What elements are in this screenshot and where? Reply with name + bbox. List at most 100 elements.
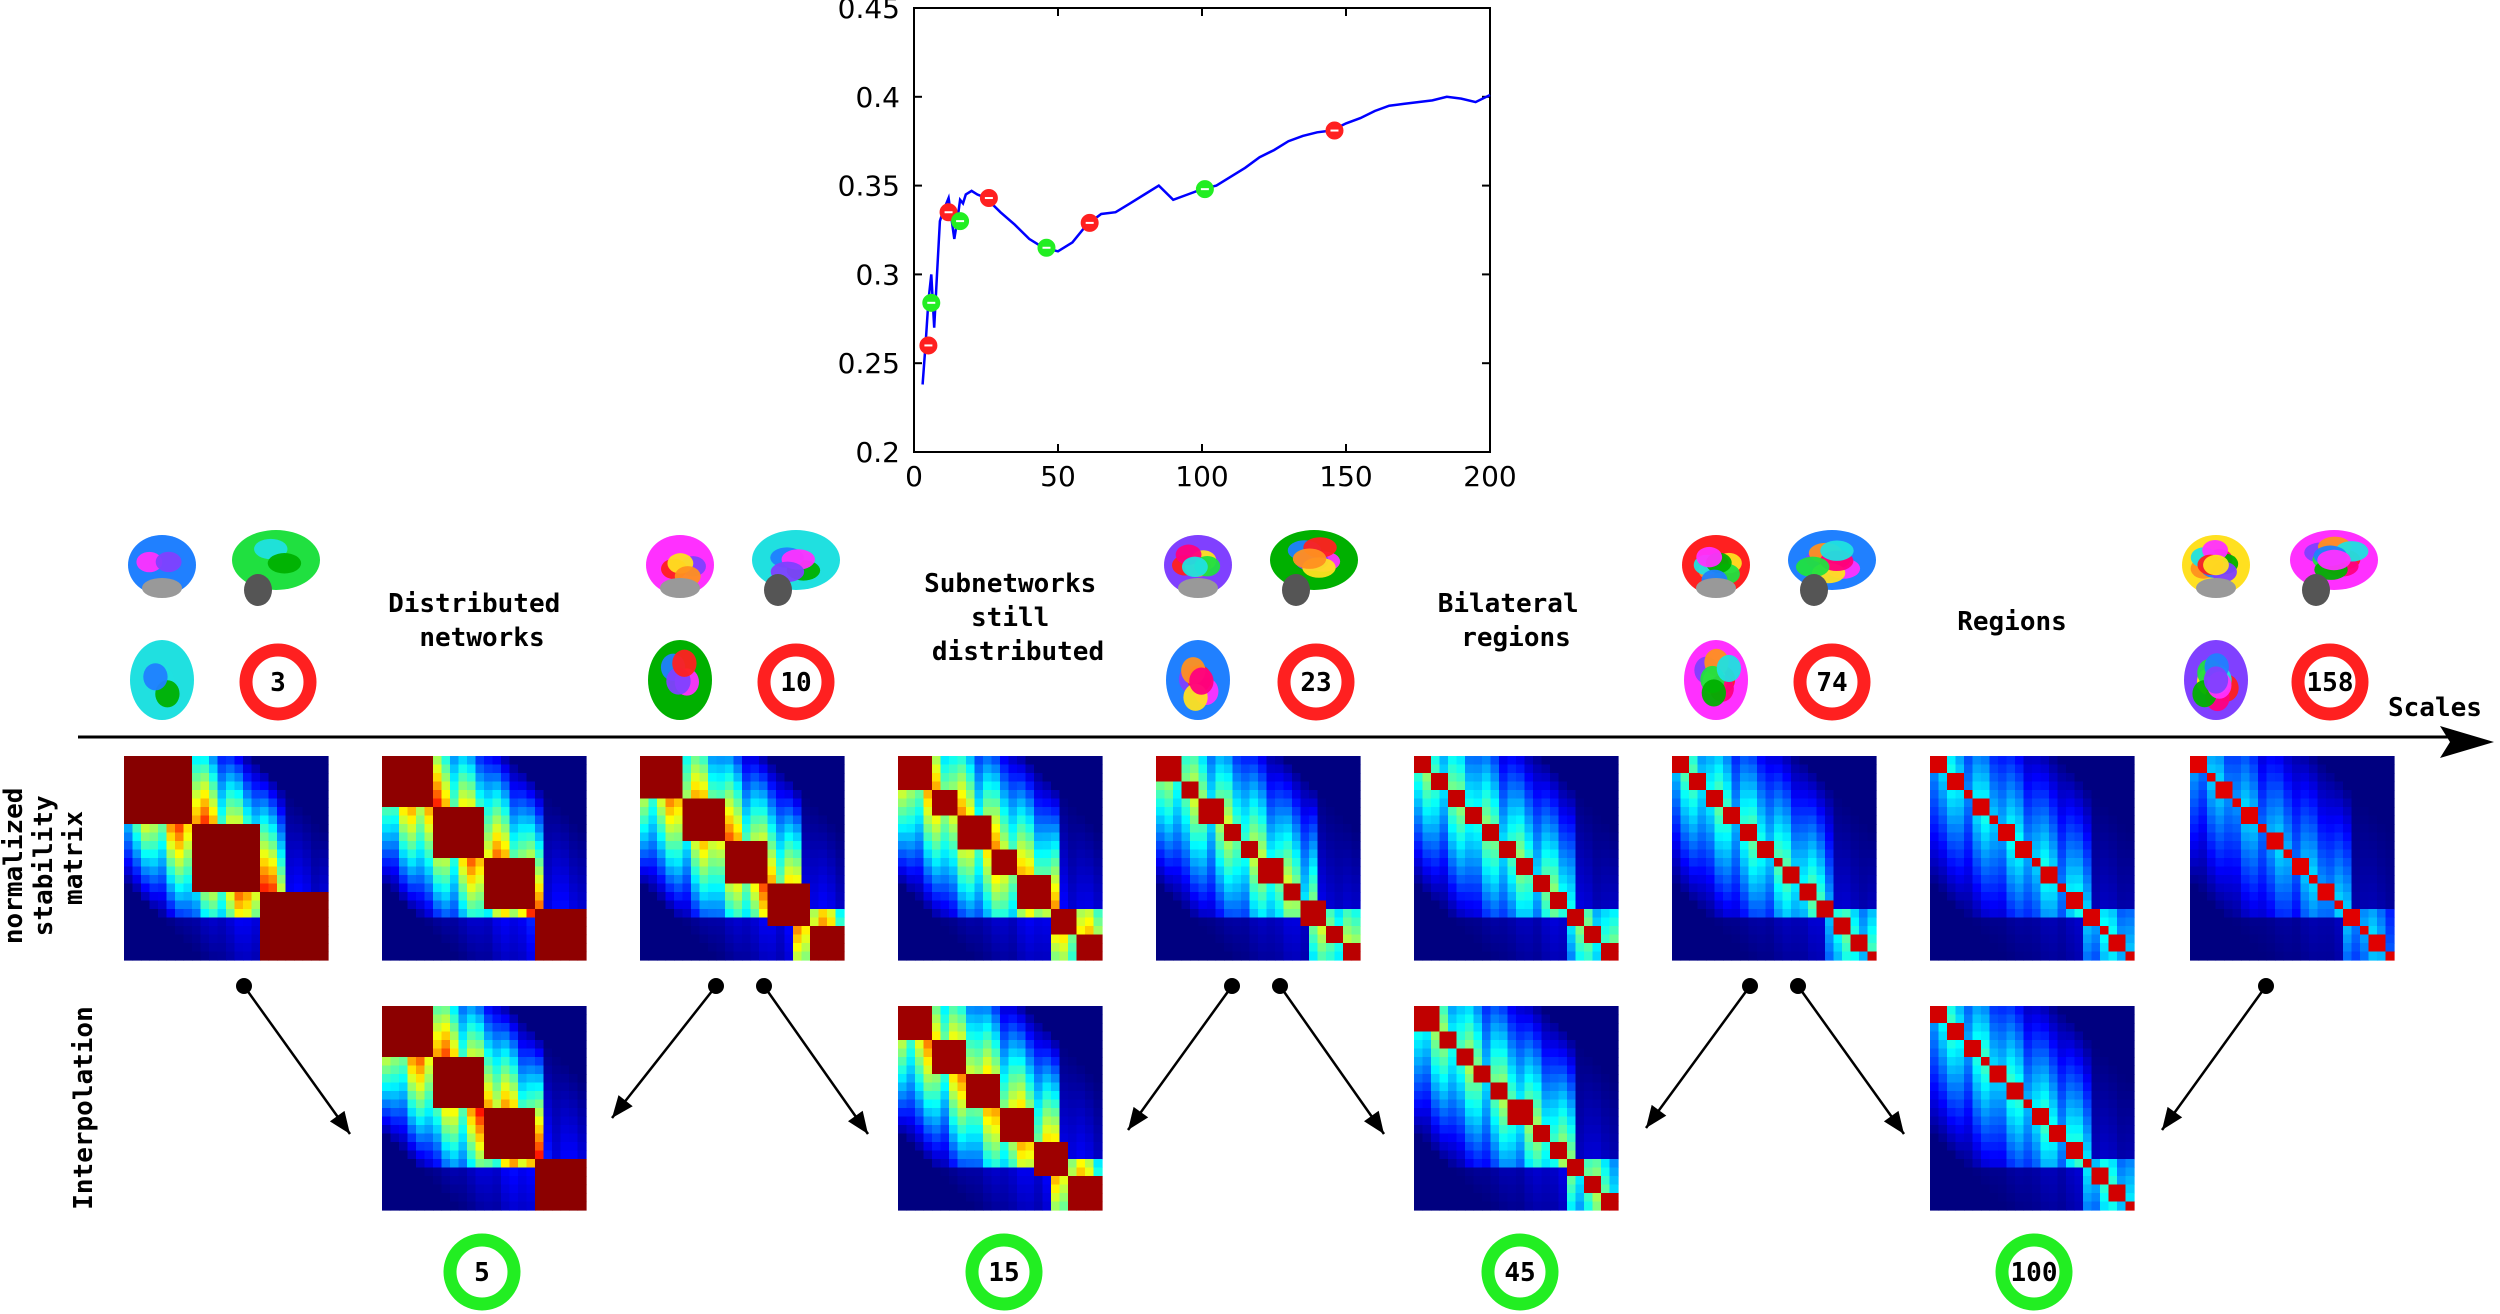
interpolated-stability-matrix [898,1006,1103,1211]
phase-line: Distributed [388,589,560,619]
brain-sagittal-view [1788,530,1876,606]
interpolation-arrow [1272,978,1386,1135]
interpolation-arrows [236,978,2274,1135]
phase-line: still [971,603,1049,633]
y-tick-label: 0.3 [855,258,900,291]
interpolation-arrow [1790,978,1906,1135]
row-label-interpolation: Interpolation [69,1006,99,1210]
scale-value: 158 [2307,668,2354,698]
row-label-line: stability [29,795,59,936]
brain-axial-view [648,640,712,720]
y-tick-label: 0.2 [855,436,900,469]
stability-matrix [1156,756,1361,961]
brain-sagittal-view [1270,530,1358,606]
scales-axis: Scales [78,693,2494,758]
interpolated-stability-matrix [1930,1006,2135,1211]
interpolation-arrow [1126,978,1240,1131]
red-scale-marker [1325,121,1344,140]
scales-axis-label: Scales [2388,693,2482,723]
brain-parcellation-thumbnails [128,530,2378,720]
computed-scale-badges: 3 10 23 74 158 [239,643,2369,721]
brain-axial-view [1684,640,1748,720]
scale-ring-computed: 10 [757,643,835,721]
series-line [921,93,1491,385]
row-label-stability-matrix: normalized stability matrix [0,772,89,944]
green-scale-marker [922,293,941,312]
modularity-line-chart: 0.2 0.25 0.3 0.35 0.4 0.45 0 50 100 150 200 [838,0,1517,493]
phase-line: regions [1461,623,1571,653]
red-scale-marker [1080,213,1099,232]
brain-coronal-view [1164,535,1232,598]
stability-matrix [640,756,845,961]
green-scale-marker [1195,180,1214,199]
scale-ring-computed: 3 [239,643,317,721]
red-scale-marker [979,189,998,208]
phase-line: Bilateral [1438,589,1579,619]
brain-sagittal-view [752,530,840,606]
x-tick-label: 50 [1040,460,1076,493]
interpolation-arrow [2160,978,2274,1131]
phase-line: networks [419,623,544,653]
x-tick-label: 0 [905,460,923,493]
phase-line: Regions [1957,607,2067,637]
scale-value: 10 [780,668,811,698]
phase-labels: Distributed networks Subnetworks still d… [388,569,2067,667]
phase-label-distributed-networks: Distributed networks [388,589,576,653]
brain-coronal-view [128,535,196,598]
y-axis-ticks: 0.2 0.25 0.3 0.35 0.4 0.45 [838,0,1490,469]
green-scale-marker [1037,238,1056,257]
interpolated-stability-matrix [382,1006,587,1211]
brain-coronal-view [2182,535,2250,598]
row-label-line: normalized [0,788,29,945]
phase-label-regions: Regions [1957,607,2067,637]
brain-axial-view [2184,640,2248,720]
interpolation-arrow [756,978,870,1135]
plot-frame [913,7,1491,453]
y-tick-label: 0.25 [838,347,900,380]
phase-line: distributed [932,637,1104,667]
scale-value: 5 [474,1258,490,1288]
green-scale-marker [951,212,970,231]
x-tick-label: 100 [1175,460,1228,493]
stability-matrix [1930,756,2135,961]
brain-axial-view [130,640,194,720]
scale-markers [919,121,1344,355]
brain-axial-view [1166,640,1230,720]
interpolation-arrow [611,978,724,1119]
stability-matrix [1672,756,1877,961]
scale-value: 74 [1816,668,1847,698]
scale-ring-computed: 23 [1277,643,1355,721]
phase-line: Subnetworks [924,569,1096,599]
interpolated-matrix-row [382,1006,2135,1211]
row-labels: normalized stability matrix Interpolatio… [0,772,99,1210]
scale-ring-interpolated: 15 [965,1233,1043,1311]
y-tick-label: 0.4 [855,81,900,114]
brain-coronal-view [646,535,714,598]
phase-label-subnetworks: Subnetworks still distributed [924,569,1112,667]
interpolated-stability-matrix [1414,1006,1619,1211]
interpolated-scale-badges: 5 15 45 100 [443,1233,2073,1311]
row-label-line: matrix [59,811,89,905]
scale-value: 100 [2011,1258,2058,1288]
x-tick-label: 200 [1463,460,1516,493]
interpolation-arrow [236,978,352,1135]
stability-matrix [382,756,587,961]
stability-matrix [898,756,1103,961]
scale-value: 23 [1300,668,1331,698]
phase-label-bilateral-regions: Bilateral regions [1438,589,1595,653]
x-tick-label: 150 [1319,460,1372,493]
scale-ring-interpolated: 100 [1995,1233,2073,1311]
interpolation-arrow [1644,978,1758,1129]
scale-ring-interpolated: 45 [1481,1233,1559,1311]
scale-value: 3 [270,668,286,698]
scales-axis-arrowhead [2440,726,2494,758]
brain-sagittal-view [2290,530,2378,606]
stability-matrix [2190,756,2395,961]
scale-ring-computed: 158 [2291,643,2369,721]
x-axis-ticks: 0 50 100 150 200 [905,8,1517,493]
scale-value: 45 [1504,1258,1535,1288]
brain-sagittal-view [232,530,320,606]
y-tick-label: 0.35 [838,170,900,203]
scale-ring-interpolated: 5 [443,1233,521,1311]
